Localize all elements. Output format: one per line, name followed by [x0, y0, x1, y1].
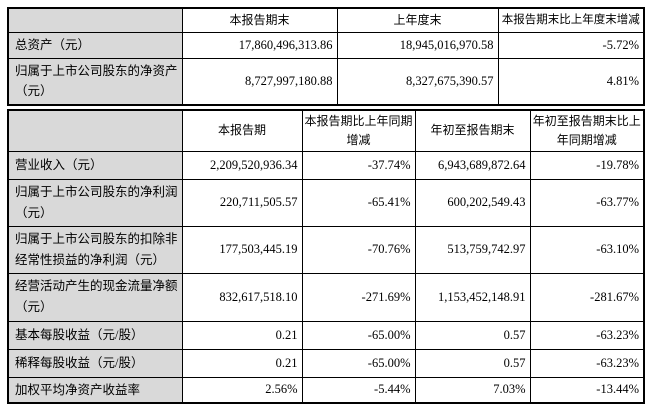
- value-cell: -5.44%: [301, 376, 416, 404]
- value-cell: 2.56%: [181, 376, 303, 404]
- row-label: 归属于上市公司股东的净利润（元）: [7, 179, 183, 227]
- value-cell: -63.23%: [529, 320, 645, 350]
- row-label: 营业收入（元）: [7, 151, 183, 181]
- row-label: 加权平均净资产收益率: [7, 376, 183, 404]
- row-label: 总资产（元）: [7, 31, 183, 59]
- value-cell: 513,759,742.97: [414, 225, 531, 274]
- row-label: 归属于上市公司股东的净资产（元）: [7, 57, 183, 106]
- value-cell: 177,503,445.19: [181, 225, 303, 274]
- table-row: 经营活动产生的现金流量净额（元） 832,617,518.10 -271.69% 1,…: [7, 272, 645, 322]
- performance-header-current-period: 本报告期: [181, 109, 303, 153]
- value-cell: 7.03%: [414, 376, 531, 404]
- value-cell: 832,617,518.10: [181, 272, 303, 322]
- value-cell: 17,860,496,313.86: [181, 31, 338, 59]
- row-label: 归属于上市公司股东的扣除非经常性损益的净利润（元）: [7, 225, 183, 274]
- performance-header-blank: [7, 109, 183, 153]
- performance-table-header-row: 本报告期 本报告期比上年同期增减 年初至报告期末 年初至报告期末比上年同期增减: [7, 109, 645, 153]
- balance-header-change-vs-prior-year-end: 本报告期末比上年度末增减: [497, 7, 645, 33]
- table-row: 稀释每股收益（元/股） 0.21 -65.00% 0.57 -63.23%: [7, 348, 645, 378]
- table-row: 归属于上市公司股东的净资产（元） 8,727,997,180.88 8,327,67…: [7, 57, 645, 106]
- balance-sheet-summary-table: 本报告期末 上年度末 本报告期末比上年度末增减 总资产（元） 17,860,496…: [7, 7, 645, 106]
- table-row: 归属于上市公司股东的扣除非经常性损益的净利润（元） 177,503,445.19-…: [7, 225, 645, 274]
- operating-results-summary-table: 本报告期 本报告期比上年同期增减 年初至报告期末 年初至报告期末比上年同期增减 …: [7, 108, 645, 405]
- value-cell: 0.21: [181, 320, 303, 350]
- value-cell: -65.00%: [301, 320, 416, 350]
- balance-table-header-row: 本报告期末 上年度末 本报告期末比上年度末增减: [7, 7, 645, 33]
- value-cell: -63.23%: [529, 348, 645, 378]
- value-cell: 0.21: [181, 348, 303, 378]
- value-cell: -5.72%: [497, 31, 645, 59]
- value-cell: -19.78%: [529, 151, 645, 181]
- row-label: 稀释每股收益（元/股）: [7, 348, 183, 378]
- performance-header-change-vs-same-period: 本报告期比上年同期增减: [301, 109, 416, 153]
- row-label: 经营活动产生的现金流量净额（元）: [7, 272, 183, 322]
- value-cell: -37.74%: [301, 151, 416, 181]
- balance-header-current-period-end: 本报告期末: [181, 7, 338, 33]
- value-cell: 0.57: [414, 320, 531, 350]
- value-cell: 0.57: [414, 348, 531, 378]
- table-row: 加权平均净资产收益率 2.56% -5.44% 7.03% -13.44%: [7, 376, 645, 404]
- table-row: 归属于上市公司股东的净利润（元） 220,711,505.57 -65.41% 600…: [7, 179, 645, 227]
- performance-header-year-to-date: 年初至报告期末: [414, 109, 531, 153]
- balance-header-prior-year-end: 上年度末: [336, 7, 499, 33]
- table-row: 基本每股收益（元/股） 0.21 -65.00% 0.57 -63.23%: [7, 320, 645, 350]
- value-cell: -65.00%: [301, 348, 416, 378]
- value-cell: -281.67%: [529, 272, 645, 322]
- value-cell: 8,327,675,390.57: [336, 57, 499, 106]
- value-cell: 1,153,452,148.91: [414, 272, 531, 322]
- value-cell: 600,202,549.43: [414, 179, 531, 227]
- value-cell: -63.10%: [529, 225, 645, 274]
- performance-header-ytd-change-vs-same-period: 年初至报告期末比上年同期增减: [529, 109, 645, 153]
- value-cell: 2,209,520,936.34: [181, 151, 303, 181]
- value-cell: -65.41%: [301, 179, 416, 227]
- value-cell: 220,711,505.57: [181, 179, 303, 227]
- table-row: 总资产（元） 17,860,496,313.86 18,945,016,970.58…: [7, 31, 645, 59]
- value-cell: -70.76%: [301, 225, 416, 274]
- value-cell: -271.69%: [301, 272, 416, 322]
- value-cell: 18,945,016,970.58: [336, 31, 499, 59]
- value-cell: 4.81%: [497, 57, 645, 106]
- row-label: 基本每股收益（元/股）: [7, 320, 183, 350]
- balance-header-blank: [7, 7, 183, 33]
- value-cell: 8,727,997,180.88: [181, 57, 338, 106]
- value-cell: -13.44%: [529, 376, 645, 404]
- value-cell: 6,943,689,872.64: [414, 151, 531, 181]
- financial-summary-report: 本报告期末 上年度末 本报告期末比上年度末增减 总资产（元） 17,860,496…: [7, 7, 645, 405]
- table-row: 营业收入（元） 2,209,520,936.34 -37.74% 6,943,689,…: [7, 151, 645, 181]
- value-cell: -63.77%: [529, 179, 645, 227]
